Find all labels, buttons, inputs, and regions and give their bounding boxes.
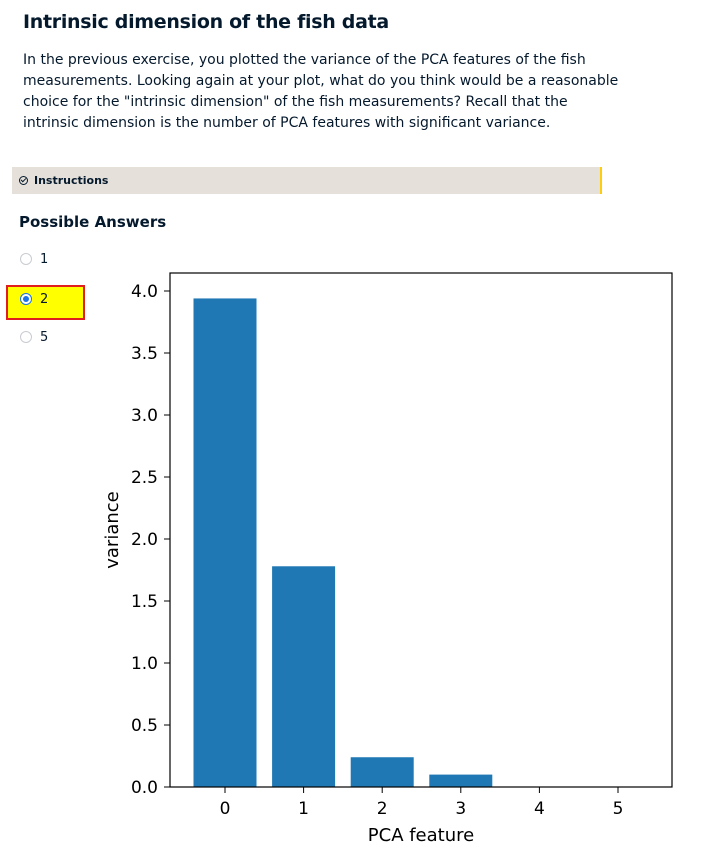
x-axis-label: PCA feature [368,825,474,846]
y-axis: 0.0 0.5 1.0 1.5 2.0 2.5 3.0 3.5 4.0 [131,282,170,798]
bar-2 [350,757,414,787]
y-tick-label: 2.5 [131,468,158,488]
instructions-bar[interactable]: Instructions [12,167,602,194]
exercise-title: Intrinsic dimension of the fish data [23,11,389,33]
x-tick-label: 4 [534,799,545,819]
instructions-label: Instructions [34,174,109,187]
answer-label: 1 [40,251,49,267]
y-axis-label: variance [102,491,123,569]
y-tick-label: 4.0 [131,282,158,302]
radio-button[interactable] [20,253,32,265]
answer-label: 5 [40,329,49,345]
chart-bars [193,298,493,787]
possible-answers-heading: Possible Answers [19,213,167,231]
y-tick-label: 3.0 [131,406,158,426]
y-tick-label: 1.5 [131,592,158,612]
plot-frame [169,272,673,788]
bar-0 [193,298,257,787]
selected-answer-highlight [6,285,85,320]
radio-button-checked[interactable] [20,293,32,305]
y-tick-label: 0.0 [131,778,158,798]
bar-1 [272,566,336,787]
answer-option-2[interactable]: 2 [20,289,48,309]
answer-label: 2 [40,291,49,307]
x-tick-label: 0 [220,799,231,819]
y-tick-label: 0.5 [131,716,158,736]
x-tick-label: 5 [613,799,624,819]
y-tick-label: 1.0 [131,654,158,674]
answer-option-1[interactable]: 1 [20,249,48,269]
x-tick-label: 3 [455,799,466,819]
y-tick-label: 3.5 [131,344,158,364]
answer-option-5[interactable]: 5 [20,327,48,347]
exercise-description: In the previous exercise, you plotted th… [23,52,619,131]
y-tick-label: 2.0 [131,530,158,550]
x-tick-label: 1 [298,799,309,819]
bar-3 [429,774,493,787]
check-circle-icon [19,176,28,185]
radio-button[interactable] [20,331,32,343]
x-axis: 0 1 2 3 4 5 [220,787,624,819]
x-tick-label: 2 [377,799,388,819]
